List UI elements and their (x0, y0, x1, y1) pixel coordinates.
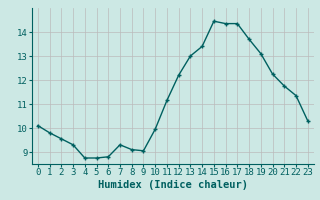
X-axis label: Humidex (Indice chaleur): Humidex (Indice chaleur) (98, 180, 248, 190)
